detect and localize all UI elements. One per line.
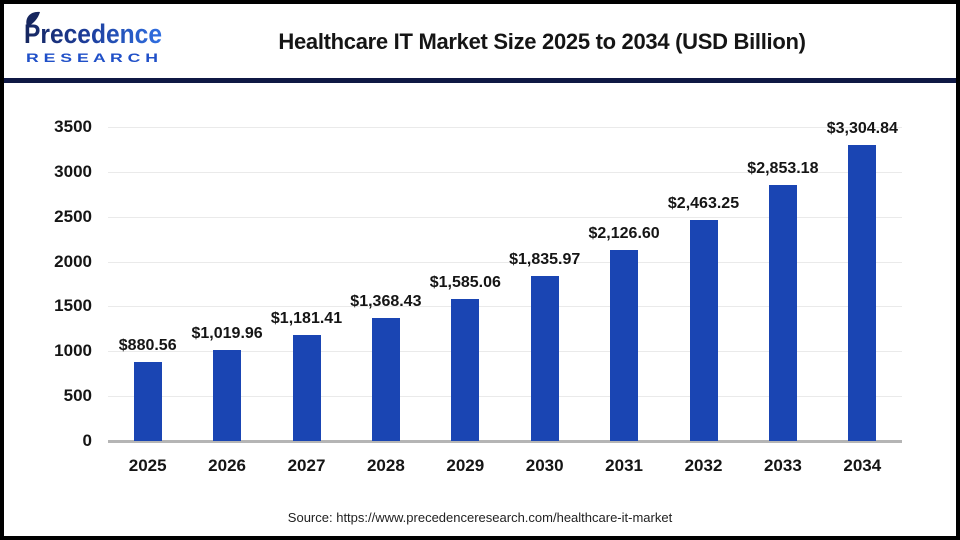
y-tick-label-0: 0 [82,431,92,450]
header-divider [4,78,956,83]
chart-title: Healthcare IT Market Size 2025 to 2034 (… [278,29,806,54]
bar-2026 [213,349,242,441]
header: Precedence R E S E A R C H Healthcare IT… [4,4,956,78]
y-tick-label-3500: 3500 [54,117,92,136]
plot-area: $880.56 $1,019.96 $1,181.41 $1,368.43 $1,585… [108,120,902,443]
y-tick-label-2500: 2500 [54,206,92,226]
bar-value-label-2033: $2,853.18 [747,160,819,178]
source-text: Source: https://www.precedenceresearch.c… [287,510,673,525]
x-tick-label-2029: 2029 [446,456,485,475]
bar-2025 [133,362,162,441]
bar-value-label-2028: $1,368.43 [350,293,422,311]
logo-sub-text: R E S E A R C H [26,51,158,65]
x-tick-label-2034: 2034 [843,456,882,475]
precedence-research-logo: Precedence R E S E A R C H [24,11,162,65]
y-tick-label-500: 500 [63,386,92,406]
gridline-3000 [108,171,902,173]
bar-2027 [292,335,321,441]
bar-value-label-2027: $1,181.41 [270,310,343,328]
x-tick-label-2025: 2025 [128,456,167,475]
y-tick-label-2000: 2000 [54,251,92,271]
bar-2034 [848,144,877,441]
bar-2029 [451,298,480,441]
gridline-500 [108,396,902,398]
logo-brand-text: Precedence [24,19,162,49]
y-tick-label-1500: 1500 [54,296,92,316]
x-tick-label-2031: 2031 [605,456,644,475]
y-tick-label-3000: 3000 [54,161,92,181]
gridline-2500 [108,216,902,218]
bar-value-label-2031: $2,126.60 [588,225,660,243]
bar-value-label-2034: $3,304.84 [826,119,898,137]
x-tick-label-2030: 2030 [525,456,564,475]
bar-value-label-2032: $2,463.25 [667,195,740,213]
bar-2032 [689,220,718,441]
gridline-1000 [108,351,902,353]
gridline-1500 [108,306,902,308]
bar-value-label-2030: $1,835.97 [509,251,581,269]
bar-2033 [768,185,797,441]
x-tick-label-2032: 2032 [684,456,723,475]
x-tick-label-2028: 2028 [366,456,405,475]
x-axis-baseline [108,440,902,443]
leaf-icon [26,11,40,27]
bar-value-label-2029: $1,585.06 [429,273,501,291]
y-axis: 0 500 1000 1500 2000 2500 3000 3500 [4,117,92,450]
bar-2030 [530,276,559,441]
gridline-3500 [108,127,902,128]
bar-2031 [610,250,639,441]
chart-page: Precedence R E S E A R C H Healthcare IT… [4,4,956,536]
bar-value-label-2025: $880.56 [118,337,177,355]
x-tick-label-2033: 2033 [763,456,802,475]
x-tick-label-2026: 2026 [208,456,247,475]
x-tick-label-2027: 2027 [287,456,326,475]
y-tick-label-1000: 1000 [54,341,92,361]
gridline-2000 [108,261,902,263]
bar-2028 [371,318,400,441]
bar-value-label-2026: $1,019.96 [191,324,263,342]
x-axis: 2025 2026 2027 2028 2029 2030 2031 2032 2033 2034 [108,456,902,476]
